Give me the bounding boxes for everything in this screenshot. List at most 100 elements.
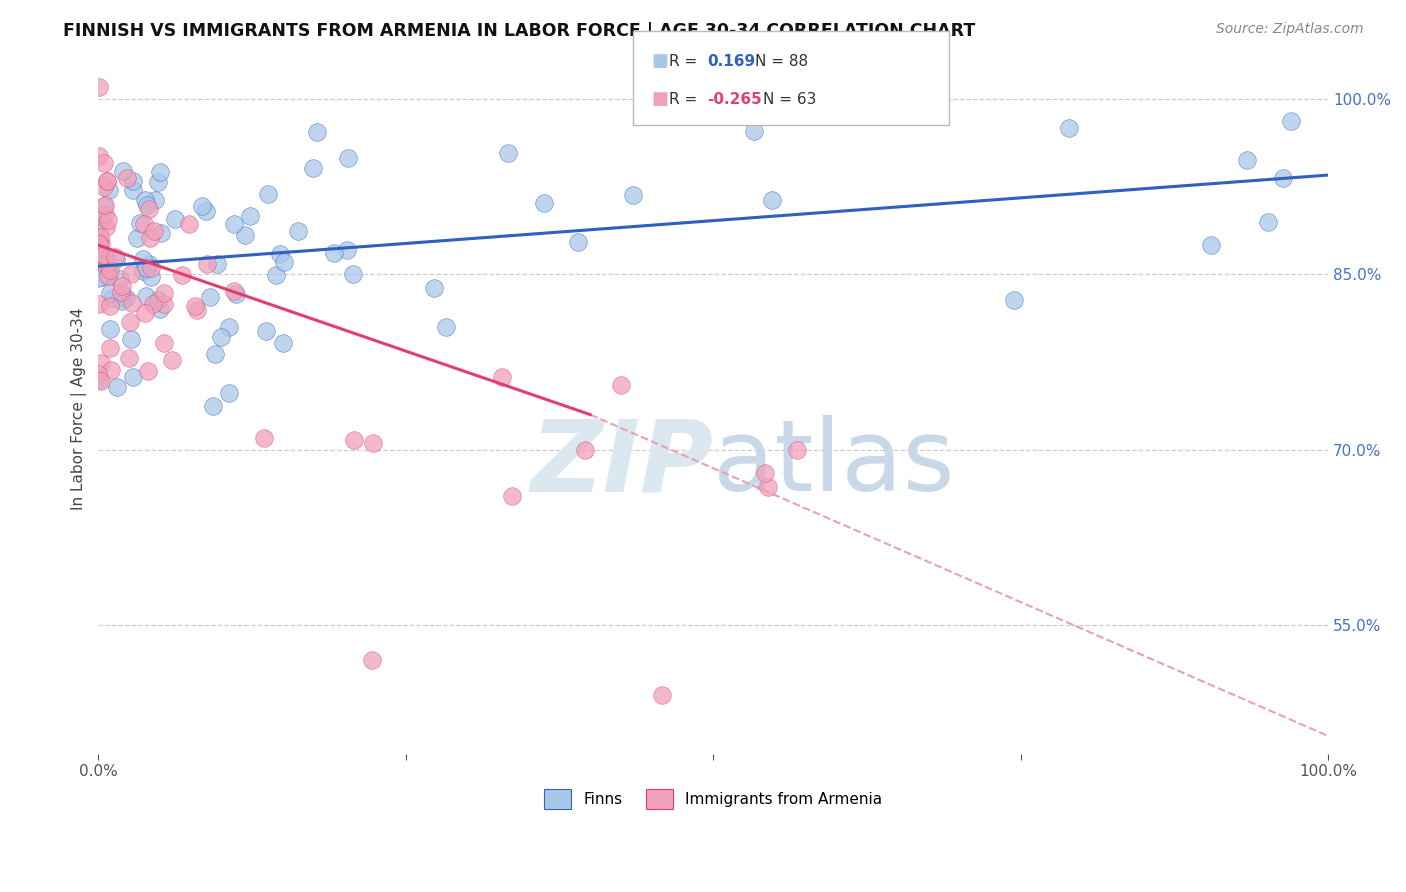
Point: [94, 207, 117, 221]
Point: [138, 257, 160, 271]
Point: [273, 255, 295, 269]
Point: [87, 149, 110, 163]
Point: [135, 261, 157, 276]
Point: [1279, 114, 1302, 128]
Point: [239, 209, 262, 223]
Point: [135, 197, 157, 211]
Point: [111, 279, 134, 293]
Point: [132, 264, 155, 278]
Point: [361, 653, 384, 667]
Text: ■: ■: [651, 90, 668, 108]
Point: [98, 299, 121, 313]
Point: [142, 224, 165, 238]
Point: [363, 435, 385, 450]
Point: [87, 237, 110, 252]
Point: [90, 269, 112, 284]
Point: [501, 490, 523, 504]
Point: [149, 165, 172, 179]
Point: [256, 324, 278, 338]
Point: [90, 236, 112, 251]
Text: N = 88: N = 88: [755, 54, 808, 69]
Point: [160, 353, 183, 368]
Point: [651, 688, 673, 702]
Point: [94, 198, 117, 212]
Point: [233, 228, 256, 243]
Point: [191, 199, 214, 213]
Point: [184, 299, 207, 313]
Point: [177, 217, 200, 231]
Point: [110, 293, 132, 308]
Point: [115, 170, 138, 185]
Point: [153, 335, 176, 350]
Point: [218, 386, 240, 401]
Point: [122, 183, 145, 197]
Point: [127, 231, 149, 245]
Point: [110, 285, 132, 299]
Point: [1199, 238, 1222, 252]
Point: [225, 286, 247, 301]
Point: [87, 241, 110, 255]
Point: [343, 433, 366, 447]
Point: [115, 291, 138, 305]
Point: [574, 443, 596, 458]
Point: [93, 179, 115, 194]
Point: [204, 347, 226, 361]
Point: [120, 332, 142, 346]
Point: [120, 315, 142, 329]
Point: [90, 248, 112, 262]
Point: [97, 254, 120, 268]
Point: [111, 287, 134, 301]
Point: [98, 342, 121, 356]
Point: [120, 267, 142, 281]
Point: [224, 284, 246, 298]
Point: [207, 257, 229, 271]
Point: [253, 431, 276, 445]
Text: -0.265: -0.265: [707, 92, 762, 107]
Point: [761, 193, 783, 207]
Point: [211, 330, 233, 344]
Text: Source: ZipAtlas.com: Source: ZipAtlas.com: [1216, 22, 1364, 37]
Point: [336, 243, 359, 257]
Point: [121, 296, 143, 310]
Point: [172, 268, 194, 283]
Point: [307, 125, 329, 139]
Point: [195, 203, 218, 218]
Point: [93, 199, 115, 213]
Point: [105, 380, 128, 394]
Point: [195, 257, 218, 271]
Point: [610, 378, 633, 392]
Point: [200, 290, 222, 304]
Point: [122, 370, 145, 384]
Point: [97, 267, 120, 281]
Point: [153, 296, 176, 310]
Point: [496, 146, 519, 161]
Point: [135, 289, 157, 303]
Point: [218, 320, 240, 334]
Point: [138, 202, 160, 217]
Point: [136, 364, 159, 378]
Legend: Finns, Immigrants from Armenia: Finns, Immigrants from Armenia: [538, 783, 889, 814]
Point: [101, 291, 124, 305]
Y-axis label: In Labor Force | Age 30-34: In Labor Force | Age 30-34: [72, 308, 87, 510]
Point: [90, 374, 112, 388]
Point: [98, 183, 121, 197]
Point: [94, 258, 117, 272]
Point: [567, 235, 589, 249]
Point: [153, 286, 176, 301]
Point: [271, 335, 294, 350]
Point: [1272, 170, 1295, 185]
Point: [118, 351, 141, 365]
Point: [621, 188, 644, 202]
Point: [202, 399, 225, 413]
Point: [138, 231, 160, 245]
Point: [93, 156, 115, 170]
Point: [150, 227, 173, 241]
Point: [1257, 214, 1279, 228]
Point: [287, 225, 309, 239]
Point: [1002, 293, 1025, 308]
Point: [143, 193, 166, 207]
Text: R =: R =: [669, 54, 703, 69]
Point: [434, 319, 457, 334]
Point: [98, 285, 121, 300]
Text: FINNISH VS IMMIGRANTS FROM ARMENIA IN LABOR FORCE | AGE 30-34 CORRELATION CHART: FINNISH VS IMMIGRANTS FROM ARMENIA IN LA…: [63, 22, 976, 40]
